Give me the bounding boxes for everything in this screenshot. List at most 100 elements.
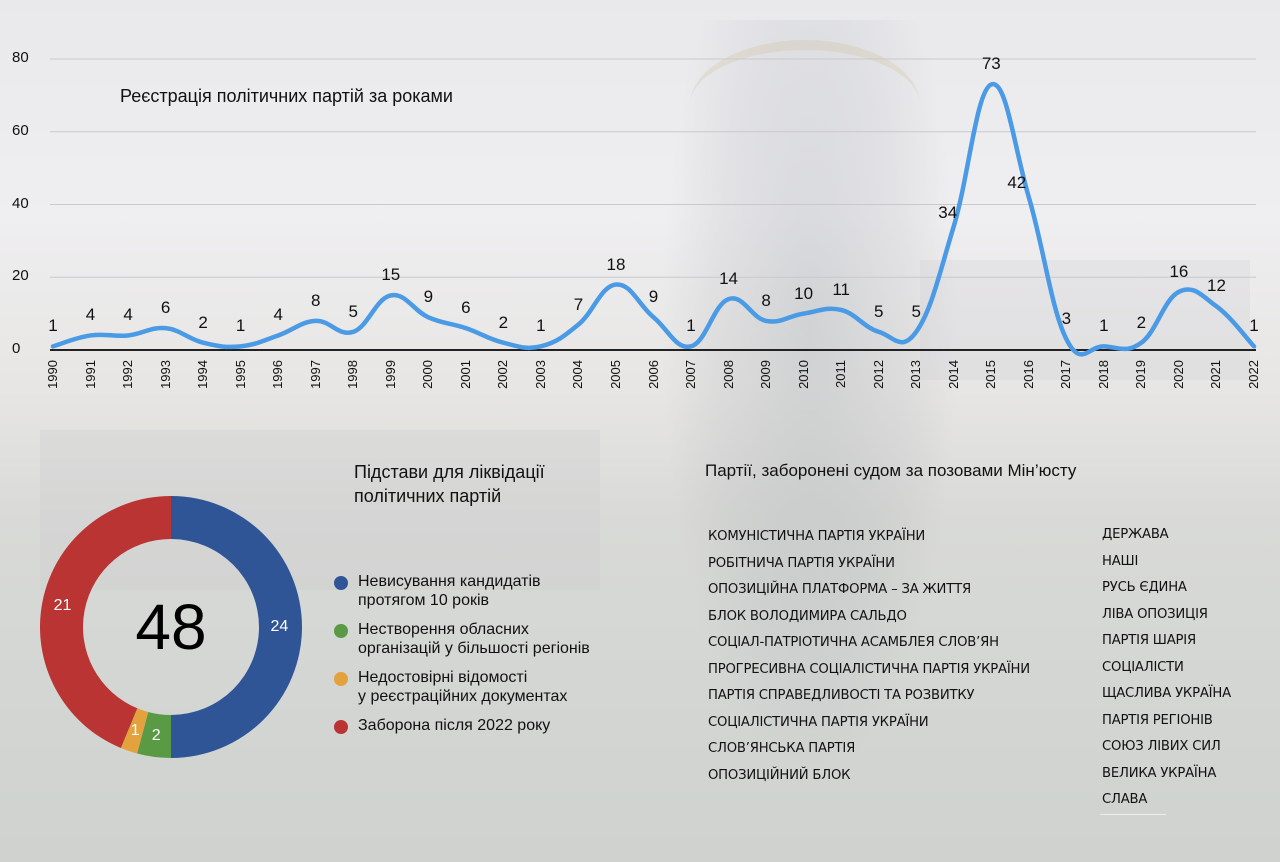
data-label: 1 (235, 316, 246, 336)
banned-party-item: БЛОК ВОЛОДИМИРА САЛЬДО (708, 608, 907, 624)
data-label: 5 (348, 301, 358, 321)
line-chart-title: Реєстрація політичних партій за роками (120, 86, 453, 106)
x-tick-label: 2005 (607, 360, 623, 389)
legend-label: Недостовірні відомості (358, 669, 528, 686)
x-tick-label: 2000 (420, 360, 436, 389)
data-label: 10 (794, 283, 814, 303)
legend-label: Заборона після 2022 року (358, 717, 551, 734)
data-label: 8 (310, 290, 321, 310)
y-tick-label: 40 (12, 194, 29, 212)
data-label: 42 (1007, 173, 1027, 192)
donut-legend: Невисування кандидатів протягом 10 років… (334, 572, 648, 745)
banned-party-item: СОЮЗ ЛІВИХ СИЛ (1102, 739, 1221, 754)
data-label: 8 (761, 290, 771, 310)
legend-item: Невисування кандидатів протягом 10 років (334, 572, 648, 610)
banned-party-item: КОМУНІСТИЧНА ПАРТІЯ УКРАЇНИ (708, 529, 926, 544)
banned-party-item: ПРОГРЕСИВНА СОЦІАЛІСТИЧНА ПАРТІЯ УКРАЇНИ (708, 661, 1030, 677)
x-tick-label: 2008 (720, 360, 736, 389)
x-tick-label: 2019 (1133, 360, 1149, 389)
x-tick-label: 2001 (457, 360, 473, 389)
data-label: 5 (911, 301, 921, 321)
divider (1100, 814, 1166, 815)
x-tick-label: 2011 (833, 360, 849, 388)
donut-segment-label: 24 (270, 618, 289, 635)
banned-party-item: ДЕРЖАВА (1102, 527, 1169, 542)
building-silhouette (40, 430, 600, 590)
x-tick-label: 2012 (870, 360, 886, 389)
x-tick-label: 1998 (345, 360, 361, 389)
legend-item: Недостовірні відомості у реєстраційних д… (334, 668, 648, 706)
legend-item: Заборона після 2022 року (334, 716, 648, 735)
banned-party-item: СОЦІАЛІСТИ (1102, 659, 1184, 675)
data-label: 1 (686, 316, 696, 336)
data-label: 12 (1207, 276, 1226, 296)
data-label: 3 (1061, 309, 1072, 329)
data-label: 18 (606, 254, 626, 274)
x-tick-label: 2015 (983, 360, 999, 389)
banned-parties-title: Партії, заборонені судом за позовами Мін… (705, 461, 1077, 480)
legend-dot-green-icon (334, 624, 348, 638)
data-label: 11 (832, 279, 850, 299)
legend-item: Нестворення обласних організацій у більш… (334, 620, 648, 658)
x-tick-label: 1996 (270, 360, 286, 389)
legend-dot-red-icon (334, 720, 348, 734)
data-label: 2 (498, 312, 509, 332)
x-tick-label: 2016 (1020, 360, 1036, 389)
donut-segment-label: 2 (151, 726, 161, 744)
donut-title-line2: політичних партій (354, 486, 502, 506)
donut-title: Підстави для ліквідації політичних парті… (354, 460, 545, 508)
y-tick-label: 0 (12, 340, 21, 357)
banned-party-item: НАШІ (1102, 553, 1139, 569)
legend-label: Нестворення обласних (358, 621, 529, 638)
x-tick-label: 2014 (945, 360, 961, 389)
banned-party-item: РОБІТНИЧА ПАРТІЯ УКРАЇНИ (708, 555, 895, 571)
data-label: 15 (381, 265, 401, 285)
donut-total: 48 (135, 591, 207, 663)
data-label: 9 (648, 287, 659, 307)
y-tick-label: 20 (12, 267, 29, 285)
x-tick-label: 2020 (1170, 360, 1186, 389)
banned-parties-list-left: КОМУНІСТИЧНА ПАРТІЯ УКРАЇНИ РОБІТНИЧА ПАР… (708, 524, 1030, 789)
data-label: 1 (1249, 316, 1259, 336)
legend-dot-blue-icon (334, 576, 348, 590)
banned-party-item: РУСЬ ЄДИНА (1102, 580, 1187, 595)
banned-party-item: ПАРТІЯ ШАРІЯ (1102, 633, 1196, 648)
banned-party-item: ВЕЛИКА УКРАЇНА (1102, 765, 1217, 781)
x-tick-label: 2010 (795, 360, 811, 389)
data-label: 6 (461, 298, 471, 318)
data-label: 2 (198, 312, 208, 332)
data-label: 4 (85, 305, 96, 325)
x-tick-label: 2006 (645, 360, 661, 389)
registrations-line (50, 82, 1257, 357)
donut-segment-label: 21 (53, 596, 72, 614)
x-tick-label: 2002 (495, 360, 511, 389)
data-label: 1 (1099, 316, 1109, 336)
data-label: 14 (719, 269, 739, 289)
banned-party-item: ЛІВА ОПОЗИЦІЯ (1102, 606, 1208, 622)
y-tick-label: 60 (12, 121, 29, 139)
banned-party-item: СОЦІАЛ-ПАТРІОТИЧНА АСАМБЛЕЯ СЛОВ’ЯН (708, 635, 999, 650)
legend-label: Невисування кандидатів (358, 573, 541, 590)
legend-label: протягом 10 років (358, 592, 490, 609)
data-label: 73 (981, 54, 1001, 74)
data-label: 2 (1136, 312, 1147, 332)
data-label: 1 (536, 316, 546, 336)
x-tick-label: 1997 (307, 360, 323, 389)
y-tick-label: 80 (12, 49, 29, 66)
banned-party-item: ОПОЗИЦІЙНА ПЛАТФОРМА – ЗА ЖИТТЯ (708, 582, 971, 597)
x-tick-label: 2007 (683, 360, 699, 389)
data-label: 6 (160, 298, 171, 318)
x-tick-label: 1990 (45, 360, 60, 389)
banned-party-item: СЛОВ’ЯНСЬКА ПАРТІЯ (708, 741, 856, 756)
x-tick-label: 1999 (382, 360, 398, 389)
x-tick-label: 2022 (1246, 360, 1261, 389)
x-tick-label: 2004 (570, 360, 586, 389)
legend-label: у реєстраційних документах (358, 688, 568, 705)
banned-party-item: ОПОЗИЦІЙНИЙ БЛОК (708, 767, 851, 783)
x-tick-label: 1992 (120, 360, 136, 389)
x-tick-label: 2021 (1208, 360, 1224, 389)
data-label: 1 (48, 316, 58, 336)
x-tick-label: 2017 (1058, 360, 1074, 389)
banned-parties-list-right: ДЕРЖАВА НАШІ РУСЬ ЄДИНА ЛІВА ОПОЗИЦІЯ ПАРТІЯ… (1102, 522, 1231, 814)
data-label: 4 (123, 305, 133, 325)
